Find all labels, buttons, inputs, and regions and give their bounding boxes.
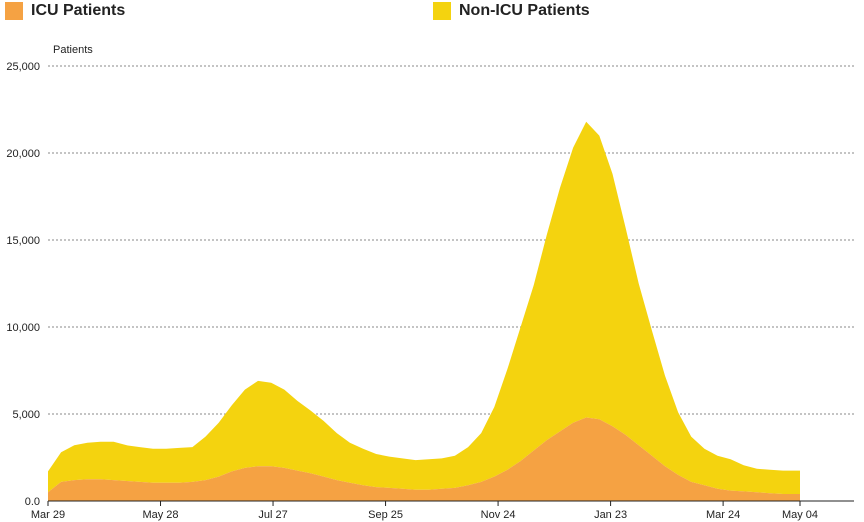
axes: 0.0 5,000 10,000 15,000 20,000 25,000 Mar 29 Ma…	[6, 61, 854, 521]
legend: ICU Patients Non-ICU Patients	[0, 2, 864, 26]
areas	[48, 121, 800, 501]
legend-swatch-icu	[5, 2, 23, 20]
x-tick-label: May 04	[782, 509, 818, 521]
x-tick-label: Nov 24	[481, 509, 516, 521]
area-icu	[48, 417, 800, 501]
x-tick-label: Mar 29	[31, 509, 65, 521]
gridlines	[48, 65, 854, 415]
y-tick-label: 25,000	[6, 61, 40, 73]
legend-item-non-icu: Non-ICU Patients	[433, 2, 590, 20]
legend-item-icu: ICU Patients	[5, 2, 125, 20]
legend-label-non-icu: Non-ICU Patients	[459, 2, 590, 19]
y-tick-label: 0.0	[25, 496, 40, 508]
legend-swatch-non-icu	[433, 2, 451, 20]
y-tick-label: 5,000	[12, 409, 40, 421]
x-tick-label: Mar 24	[706, 509, 740, 521]
area-non-icu	[48, 121, 800, 494]
x-tick-label: Jul 27	[258, 509, 287, 521]
legend-label-icu: ICU Patients	[31, 2, 126, 19]
x-tick-label: Jan 23	[594, 509, 627, 521]
x-tick-label: Sep 25	[368, 509, 403, 521]
y-tick-label: 15,000	[6, 235, 40, 247]
y-tick-label: 20,000	[6, 148, 40, 160]
x-tick-label: May 28	[142, 509, 178, 521]
y-axis-label: Patients	[53, 44, 93, 56]
y-tick-label: 10,000	[6, 322, 40, 334]
